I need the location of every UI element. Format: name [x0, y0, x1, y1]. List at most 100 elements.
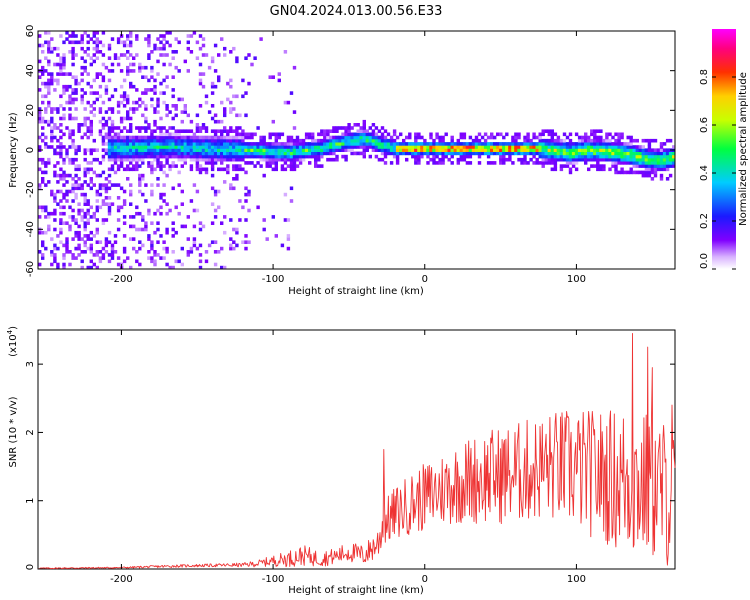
spectrogram-cell — [220, 135, 224, 140]
spectrogram-cell — [483, 145, 488, 149]
spectrogram-cell — [68, 132, 72, 137]
spectrogram-cell — [71, 183, 75, 187]
spectrogram-cell — [116, 154, 121, 159]
spectrogram-cell — [362, 151, 366, 156]
spectrogram-cell — [289, 157, 294, 162]
spectrogram-cell — [183, 107, 187, 111]
spectrogram-cell — [62, 183, 66, 187]
spectrogram-cell — [608, 142, 612, 146]
spectrogram-cell — [92, 215, 96, 219]
spectrogram-cell — [459, 135, 463, 140]
spectrogram-cell — [477, 151, 482, 156]
snr-x-tick-label: -200 — [110, 574, 133, 585]
spectrogram-cell — [514, 142, 518, 146]
spectrogram-cell — [198, 151, 203, 156]
spectrogram-cell — [62, 62, 66, 67]
spectrogram-cell — [83, 116, 87, 121]
spectrogram-cell — [101, 31, 106, 35]
spectrogram-cell — [238, 148, 242, 152]
spectrogram-cell — [229, 135, 233, 140]
spectrogram-cell — [244, 240, 248, 244]
spectrogram-cell — [129, 148, 133, 152]
spectrogram-cell — [217, 157, 221, 162]
spectrogram-cell — [271, 142, 275, 146]
spectrogram-cell — [577, 151, 582, 156]
spectrogram-cell — [144, 88, 148, 92]
spectrogram-cell — [611, 154, 615, 159]
spectrogram-cell — [135, 227, 139, 232]
spectrogram-cell — [50, 192, 54, 197]
spectrogram-cell — [192, 142, 197, 146]
spectrogram-cell — [171, 116, 175, 121]
spectrogram-cell — [201, 151, 206, 156]
spectrogram-cell — [647, 138, 652, 143]
spectrogram-cell — [213, 192, 218, 197]
spectrogram-cell — [405, 145, 409, 149]
spectrogram-cell — [41, 100, 45, 105]
spectrogram-cell — [162, 78, 166, 83]
spectrogram-cell — [432, 154, 436, 159]
spectrogram-cell — [62, 161, 66, 165]
spectrogram-cell — [441, 157, 445, 162]
spectrogram-cell — [529, 148, 533, 152]
spectrogram-cell — [165, 142, 169, 146]
spectrogram-cell — [110, 129, 115, 133]
spectrogram-cell — [92, 78, 96, 83]
spectrogram-cell — [186, 253, 190, 257]
spectrogram-cell — [147, 135, 151, 140]
spectrogram-cell — [180, 154, 184, 159]
spectrogram-cell — [41, 208, 45, 213]
spectrogram-cell — [329, 157, 333, 162]
spectrogram-cell — [629, 157, 633, 162]
spectrogram-cell — [614, 170, 618, 175]
spectrogram-cell — [486, 135, 491, 140]
spectrogram-cell — [584, 132, 588, 137]
spectrogram-cell — [502, 154, 506, 159]
spectrogram-cell — [174, 154, 178, 159]
spectrogram-cell — [232, 138, 236, 143]
spectrogram-cell — [568, 138, 573, 143]
spectrogram-cell — [113, 145, 118, 149]
spectrogram-cell — [617, 135, 621, 140]
spectrogram-cell — [129, 161, 133, 165]
spectrogram-cell — [56, 151, 60, 156]
spectrogram-cell — [368, 138, 372, 143]
spectrogram-cell — [204, 145, 209, 149]
spectrogram-cell — [238, 132, 242, 137]
spectrogram-cell — [417, 151, 421, 156]
spectrogram-cell — [156, 135, 160, 140]
spectrogram-cell — [144, 183, 148, 187]
spectrogram-cell — [665, 138, 670, 143]
spectrogram-cell — [168, 132, 172, 137]
spectrogram-cell — [229, 183, 233, 187]
spectrogram-cell — [274, 132, 278, 137]
spectrogram-cell — [213, 215, 218, 219]
spectrogram-cell — [632, 161, 636, 165]
spectrogram-cell — [577, 148, 582, 152]
spectrogram-cell — [647, 154, 652, 159]
spectrogram-cell — [480, 142, 485, 146]
spectrogram-cell — [226, 167, 230, 172]
spectrogram-cell — [389, 161, 394, 165]
spectrogram-cell — [435, 151, 439, 156]
spectrogram-cell — [326, 151, 330, 156]
spectrogram-cell — [83, 250, 87, 254]
spectrogram-cell — [229, 154, 233, 159]
spectrogram-cell — [244, 199, 248, 203]
spectrogram-cell — [438, 148, 442, 152]
spectrogram-cell — [38, 75, 42, 79]
spectrogram-cell — [562, 145, 567, 149]
spectrogram-cell — [514, 138, 518, 143]
spectrogram-cell — [119, 119, 124, 124]
spectrogram-cell — [320, 142, 324, 146]
spectrogram-cell — [614, 154, 618, 159]
spectrogram-cell — [83, 123, 87, 127]
spectrogram-cell — [286, 234, 291, 238]
spectrogram-cell — [86, 129, 90, 133]
spectrogram-cell — [462, 157, 467, 162]
spectrogram-cell — [80, 183, 84, 187]
spectrogram-cell — [183, 138, 187, 143]
spectrogram-cell — [198, 227, 203, 232]
spectrogram-cell — [638, 164, 642, 168]
spectrogram-cell — [80, 40, 84, 45]
